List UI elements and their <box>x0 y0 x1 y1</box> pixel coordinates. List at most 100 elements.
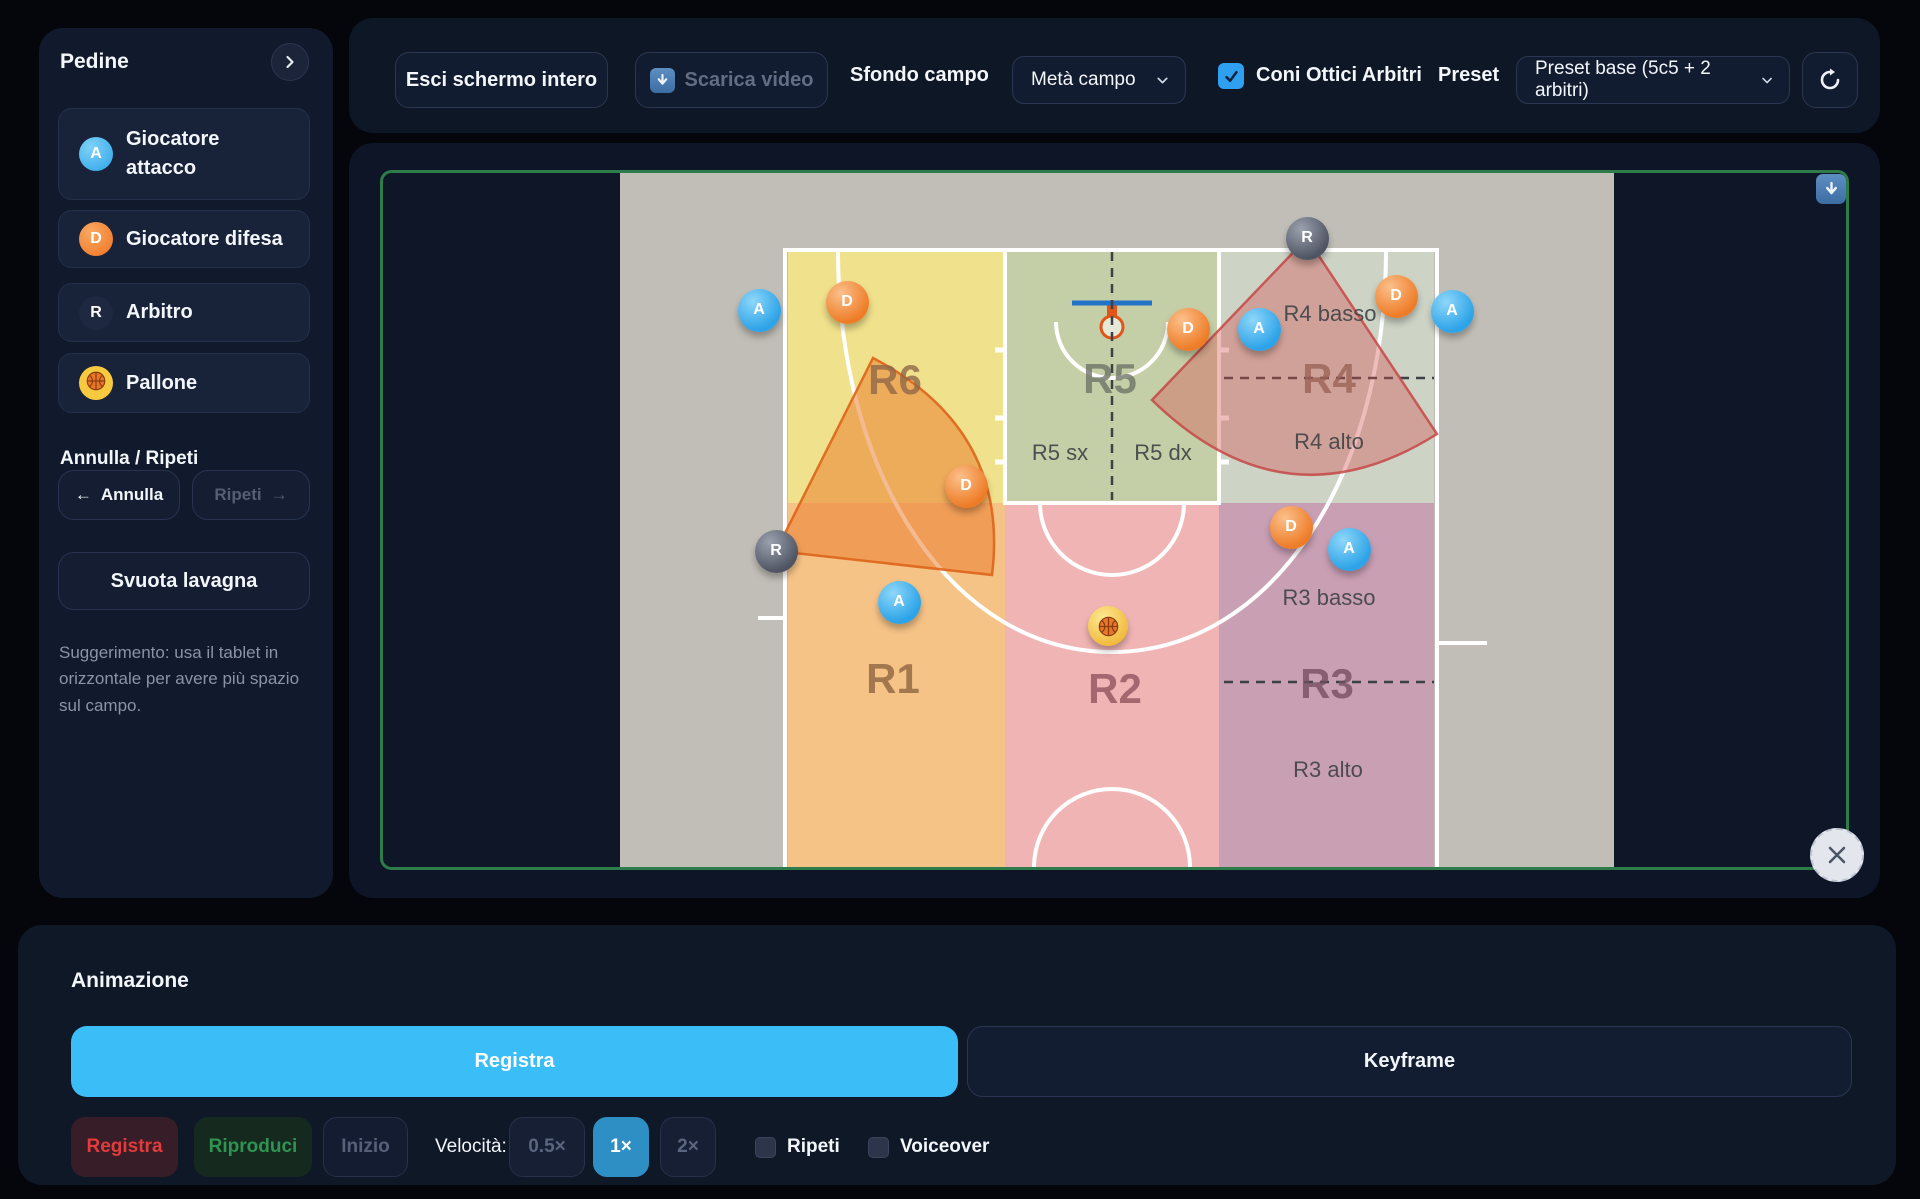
zone-label-R6: R6 <box>868 356 922 403</box>
sidebar-pedine: Pedine A Giocatore attacco D Giocatore d… <box>39 28 333 898</box>
zone-R3 <box>1219 503 1434 867</box>
canvas-close-button[interactable] <box>1810 828 1864 882</box>
token-attacker[interactable]: A <box>1237 307 1281 351</box>
loop-checkbox-label: Ripeti <box>787 1136 840 1157</box>
undo-redo-heading: Annulla / Ripeti <box>60 448 199 469</box>
cones-checkbox-label: Coni Ottici Arbitri <box>1256 64 1422 86</box>
palette-item-label: Giocatore difesa <box>126 227 283 250</box>
undo-button-label: Annulla <box>100 485 164 504</box>
court-drawing: R6 R5 R4 R1 R2 R3 R5 sx R5 dx R4 basso R… <box>380 170 1849 870</box>
palette-item-attacker[interactable]: A Giocatore attacco <box>58 108 310 200</box>
clear-board-label: Svuota lavagna <box>110 569 258 592</box>
download-video-label: Scarica video <box>684 68 814 91</box>
zone-labels: R6 R5 R4 R1 R2 R3 <box>866 355 1356 712</box>
chevron-down-icon <box>1157 77 1168 83</box>
attacker-badge-icon: A <box>79 137 113 171</box>
referee-vision-cone-left <box>774 356 996 577</box>
start-button[interactable]: Inizio <box>323 1117 408 1177</box>
arrow-right-icon: → <box>270 485 288 504</box>
speed-2x-label: 2× <box>677 1136 699 1157</box>
court-canvas[interactable]: R6 R5 R4 R1 R2 R3 R5 sx R5 dx R4 basso R… <box>349 143 1880 898</box>
voiceover-checkbox-row[interactable]: Voiceover <box>868 1117 989 1177</box>
chevron-right-icon <box>286 55 294 69</box>
exit-fullscreen-label: Esci schermo intero <box>405 68 598 91</box>
token-defender[interactable]: D <box>1269 505 1313 549</box>
speed-button-05x[interactable]: 0.5× <box>509 1117 585 1177</box>
token-defender[interactable]: D <box>1374 274 1418 318</box>
zone-label-R1: R1 <box>866 655 920 702</box>
play-button[interactable]: Riproduci <box>194 1117 312 1177</box>
voiceover-checkbox[interactable] <box>868 1136 889 1158</box>
animation-title: Animazione <box>71 969 189 992</box>
redo-button[interactable]: Ripeti → <box>192 470 310 520</box>
palette-item-label: Giocatore attacco <box>126 128 220 179</box>
reset-preset-button[interactable] <box>1802 52 1858 108</box>
top-toolbar: Esci schermo intero Scarica video Sfondo… <box>349 18 1880 133</box>
arrow-left-icon: ← <box>74 485 92 504</box>
token-referee[interactable]: R <box>1285 216 1329 260</box>
referee-vision-cone-top <box>1150 236 1439 477</box>
download-video-button[interactable]: Scarica video <box>635 52 828 108</box>
preset-field-label: Preset <box>1438 64 1500 86</box>
chevron-down-icon <box>1762 77 1772 83</box>
palette-item-referee[interactable]: R Arbitro <box>58 283 310 342</box>
background-field-label: Sfondo campo <box>850 64 989 86</box>
token-referee[interactable]: R <box>754 529 798 573</box>
speed-05x-label: 0.5× <box>528 1136 566 1157</box>
palette-item-ball[interactable]: Pallone <box>58 353 310 413</box>
sublabel-r4basso: R4 basso <box>1284 301 1377 326</box>
voiceover-checkbox-label: Voiceover <box>900 1136 990 1157</box>
palette-item-defender[interactable]: D Giocatore difesa <box>58 210 310 268</box>
zone-dashed-lines <box>1110 252 1434 684</box>
record-button[interactable]: Registra <box>71 1117 178 1177</box>
token-defender[interactable]: D <box>944 464 988 508</box>
redo-button-label: Ripeti <box>214 485 262 504</box>
tab-keyframe-label: Keyframe <box>1363 1050 1456 1072</box>
sidebar-tip-text: Suggerimento: usa il tablet in orizzonta… <box>59 643 300 715</box>
token-attacker[interactable]: A <box>1430 289 1474 333</box>
zone-label-R2: R2 <box>1088 665 1142 712</box>
sublabel-r4alto: R4 alto <box>1294 429 1364 454</box>
background-select-value: Metà campo <box>1031 69 1136 90</box>
canvas-download-button[interactable] <box>1816 174 1846 204</box>
token-attacker[interactable]: A <box>877 580 921 624</box>
sublabel-r5dx: R5 dx <box>1134 440 1191 465</box>
preset-select-value: Preset base (5c5 + 2 arbitri) <box>1535 58 1711 101</box>
sublabel-r5sx: R5 sx <box>1032 440 1088 465</box>
checkmark-icon <box>1224 70 1238 82</box>
tab-registra[interactable]: Registra <box>71 1026 958 1097</box>
sidebar-collapse-button[interactable] <box>271 43 309 81</box>
download-icon <box>1825 181 1837 194</box>
token-ball[interactable] <box>1088 606 1128 646</box>
zone-R2 <box>1005 503 1219 867</box>
defender-badge-icon: D <box>79 222 113 256</box>
basketball-icon <box>79 366 113 400</box>
clear-board-button[interactable]: Svuota lavagna <box>58 552 310 610</box>
loop-checkbox[interactable] <box>755 1136 776 1158</box>
tab-registra-label: Registra <box>474 1050 555 1072</box>
palette-item-label: Arbitro <box>126 301 193 323</box>
cones-checkbox[interactable] <box>1218 63 1244 89</box>
record-button-label: Registra <box>86 1136 163 1157</box>
download-icon <box>649 67 675 93</box>
tab-keyframe[interactable]: Keyframe <box>967 1026 1852 1097</box>
loop-checkbox-row[interactable]: Ripeti <box>755 1117 840 1177</box>
token-defender[interactable]: D <box>825 280 869 324</box>
animation-panel: Animazione Registra Keyframe Registra Ri… <box>18 925 1896 1185</box>
speed-button-1x[interactable]: 1× <box>593 1117 649 1177</box>
undo-button[interactable]: ← Annulla <box>58 470 180 520</box>
token-attacker[interactable]: A <box>1327 527 1371 571</box>
token-defender[interactable]: D <box>1166 307 1210 351</box>
zone-label-R5: R5 <box>1083 355 1137 402</box>
token-attacker[interactable]: A <box>737 288 781 332</box>
sublabel-r3basso: R3 basso <box>1283 585 1376 610</box>
play-button-label: Riproduci <box>208 1136 298 1157</box>
zone-label-R4: R4 <box>1302 355 1356 402</box>
exit-fullscreen-button[interactable]: Esci schermo intero <box>395 52 608 108</box>
speed-button-2x[interactable]: 2× <box>660 1117 716 1177</box>
zone-label-R3: R3 <box>1300 660 1354 707</box>
referee-badge-icon: R <box>79 295 113 330</box>
background-select[interactable]: Metà campo <box>1012 56 1186 104</box>
palette-item-label: Pallone <box>126 371 198 394</box>
preset-select[interactable]: Preset base (5c5 + 2 arbitri) <box>1516 56 1790 104</box>
